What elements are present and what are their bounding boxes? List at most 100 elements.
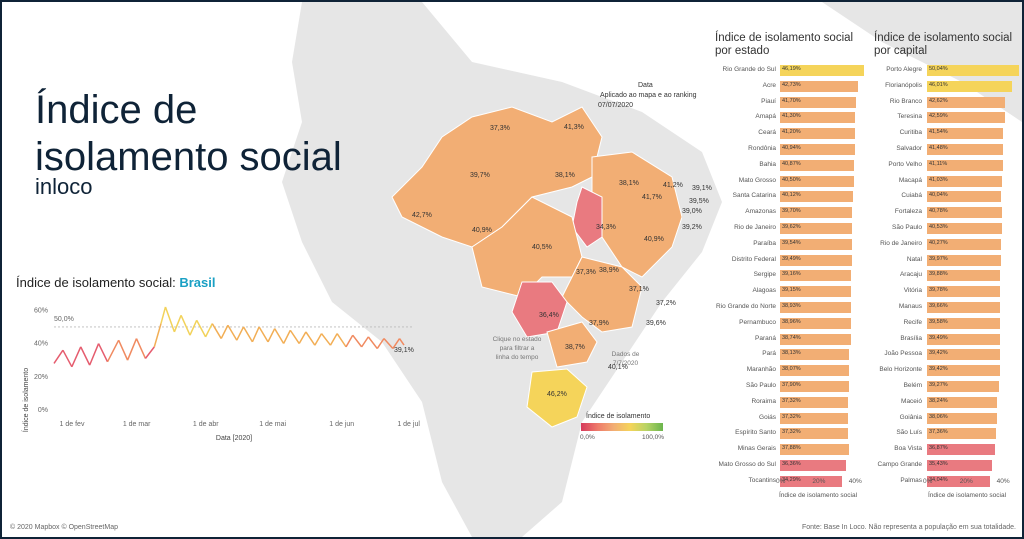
rank-row[interactable]: Porto Alegre 50,04% [2, 64, 1022, 77]
rank-row[interactable]: Curitiba 41,54% [2, 127, 1022, 140]
rank-row[interactable]: Espírito Santo 37,32% [2, 427, 1022, 440]
rank-row[interactable]: Rondônia 40,94% [2, 143, 1022, 156]
rank-row[interactable]: Amapá 41,30% [2, 111, 1022, 124]
rank-row[interactable]: Campo Grande 35,43% [2, 459, 1022, 472]
rank-row[interactable]: Sergipe 39,16% [2, 269, 1022, 282]
rank-label: Belo Horizonte [879, 366, 922, 374]
rank-row[interactable]: Maceió 38,24% [2, 396, 1022, 409]
rank-bar [780, 302, 851, 313]
rank-row[interactable]: São Paulo 40,53% [2, 222, 1022, 235]
line-segment [196, 319, 207, 338]
land-shape [822, 2, 1022, 122]
rank-value: 39,16% [782, 271, 801, 278]
rank-row[interactable]: Bahia 40,87% [2, 159, 1022, 172]
rank-value: 40,27% [929, 239, 948, 246]
map-value-label: 42,7% [412, 212, 432, 219]
rank-row[interactable]: Piauí 41,70% [2, 96, 1022, 109]
rank-row[interactable]: Vitória 39,78% [2, 285, 1022, 298]
rank-row[interactable]: Paraíba 39,54% [2, 238, 1022, 251]
rank-value: 38,93% [782, 303, 801, 309]
rank-row[interactable]: Rio Grande do Norte 38,93% [2, 301, 1022, 314]
line-segment [392, 338, 401, 349]
rank-value: 38,13% [782, 350, 801, 357]
rank-bar [927, 286, 1001, 298]
page-title: Índice de isolamento social [35, 88, 342, 179]
rank-row[interactable]: Rio Grande do Sul 46,19% [2, 64, 1022, 77]
rank-value: 39,58% [929, 318, 948, 325]
rank-row[interactable]: Salvador 41,48% [2, 143, 1022, 156]
rank-value: 37,88% [782, 445, 801, 452]
rank-row[interactable]: Recife 39,58% [2, 317, 1022, 330]
rank-row[interactable]: Mato Grosso do Sul 36,36% [2, 459, 1022, 472]
rank-row[interactable]: Acre 42,73% [2, 80, 1022, 93]
national-line-chart[interactable]: Índice de isolamento Data [2020] 50,0% 3… [12, 290, 432, 450]
rank-bar [927, 381, 1000, 392]
rank-row[interactable]: Goiás 37,32% [2, 412, 1022, 425]
rank-label: Sergipe [753, 271, 776, 279]
rank-bar [780, 191, 854, 203]
rank-row[interactable]: Tocantins 34,29% [2, 475, 1022, 488]
rank-row[interactable]: Maranhão 38,07% [2, 364, 1022, 377]
map-hint: Clique no estado para filtrar a linha do… [492, 336, 542, 361]
rank-row[interactable]: Florianópolis 46,01% [2, 80, 1022, 93]
line-segment [274, 328, 285, 344]
rank-row[interactable]: Pará 38,13% [2, 348, 1022, 361]
rank-bar [927, 159, 1003, 171]
rank-value: 40,78% [929, 208, 948, 215]
rank-row[interactable]: João Pessoa 39,42% [2, 348, 1022, 361]
x-tick-label: 1 de abr [193, 421, 219, 428]
rank-value: 40,04% [929, 192, 948, 199]
line-segment [376, 338, 385, 349]
line-segment [135, 338, 147, 359]
rank-row[interactable]: Manaus 39,66% [2, 301, 1022, 314]
rank-value: 37,32% [782, 429, 801, 436]
rank-value: 34,04% [929, 476, 948, 483]
brazil-map[interactable] [382, 97, 682, 457]
rank-row[interactable]: Alagoas 39,15% [2, 285, 1022, 298]
rank-bar [780, 333, 851, 345]
legend-max: 100,0% [642, 434, 665, 441]
rank-row[interactable]: Mato Grosso 40,50% [2, 175, 1022, 188]
rank-label: Recife [903, 318, 922, 326]
rank-row[interactable]: Ceará 41,20% [2, 127, 1022, 140]
rank-row[interactable]: Aracaju 39,88% [2, 269, 1022, 282]
rank-row[interactable]: Roraima 37,32% [2, 396, 1022, 409]
rank-row[interactable]: Pernambuco 38,96% [2, 317, 1022, 330]
rank-row[interactable]: Belo Horizonte 39,42% [2, 364, 1022, 377]
map-value-label: 39,5% [689, 198, 709, 205]
rank-row[interactable]: Macapá 41,03% [2, 175, 1022, 188]
rank-label: Vitória [903, 287, 922, 295]
line-segment [211, 323, 222, 339]
rank-row[interactable]: Palmas 34,04% [2, 475, 1022, 488]
rank-row[interactable]: Rio de Janeiro 39,62% [2, 222, 1022, 235]
line-segment [88, 343, 100, 366]
rank-row[interactable]: Distrito Federal 39,49% [2, 254, 1022, 267]
map-value-label: 41,3% [564, 124, 584, 131]
rank-row[interactable]: Paraná 38,74% [2, 333, 1022, 346]
rank-row[interactable]: São Luís 37,36% [2, 427, 1022, 440]
rank-bar [927, 144, 1004, 155]
rank-label: São Luís [896, 429, 922, 437]
rank-row[interactable]: Amazonas 39,70% [2, 206, 1022, 219]
rank-row[interactable]: Porto Velho 41,11% [2, 159, 1022, 172]
map-value-label: 37,3% [576, 269, 596, 276]
rank-row[interactable]: Boa Vista 36,87% [2, 443, 1022, 456]
rank-row[interactable]: Minas Gerais 37,88% [2, 443, 1022, 456]
rank-row[interactable]: Rio Branco 42,62% [2, 96, 1022, 109]
rank-row[interactable]: São Paulo 37,90% [2, 380, 1022, 393]
rank-row[interactable]: Brasília 39,49% [2, 333, 1022, 346]
rank-row[interactable]: Belém 39,27% [2, 380, 1022, 393]
rank-row[interactable]: Goiânia 38,06% [2, 412, 1022, 425]
rank-bar [927, 223, 1002, 234]
date-filter-value[interactable]: 07/07/2020 [598, 102, 634, 109]
rank-row[interactable]: Rio de Janeiro 40,27% [2, 238, 1022, 251]
rank-row[interactable]: Cuiabá 40,04% [2, 190, 1022, 203]
rank-row[interactable]: Natal 39,97% [2, 254, 1022, 267]
rank-value: 39,42% [929, 366, 948, 373]
rank-row[interactable]: Santa Catarina 40,12% [2, 190, 1022, 203]
map-value-label: 38,1% [555, 172, 575, 179]
rank-value: 40,50% [782, 176, 801, 183]
rank-row[interactable]: Teresina 42,59% [2, 111, 1022, 124]
rank-row[interactable]: Fortaleza 40,78% [2, 206, 1022, 219]
rank-bar [780, 112, 856, 124]
